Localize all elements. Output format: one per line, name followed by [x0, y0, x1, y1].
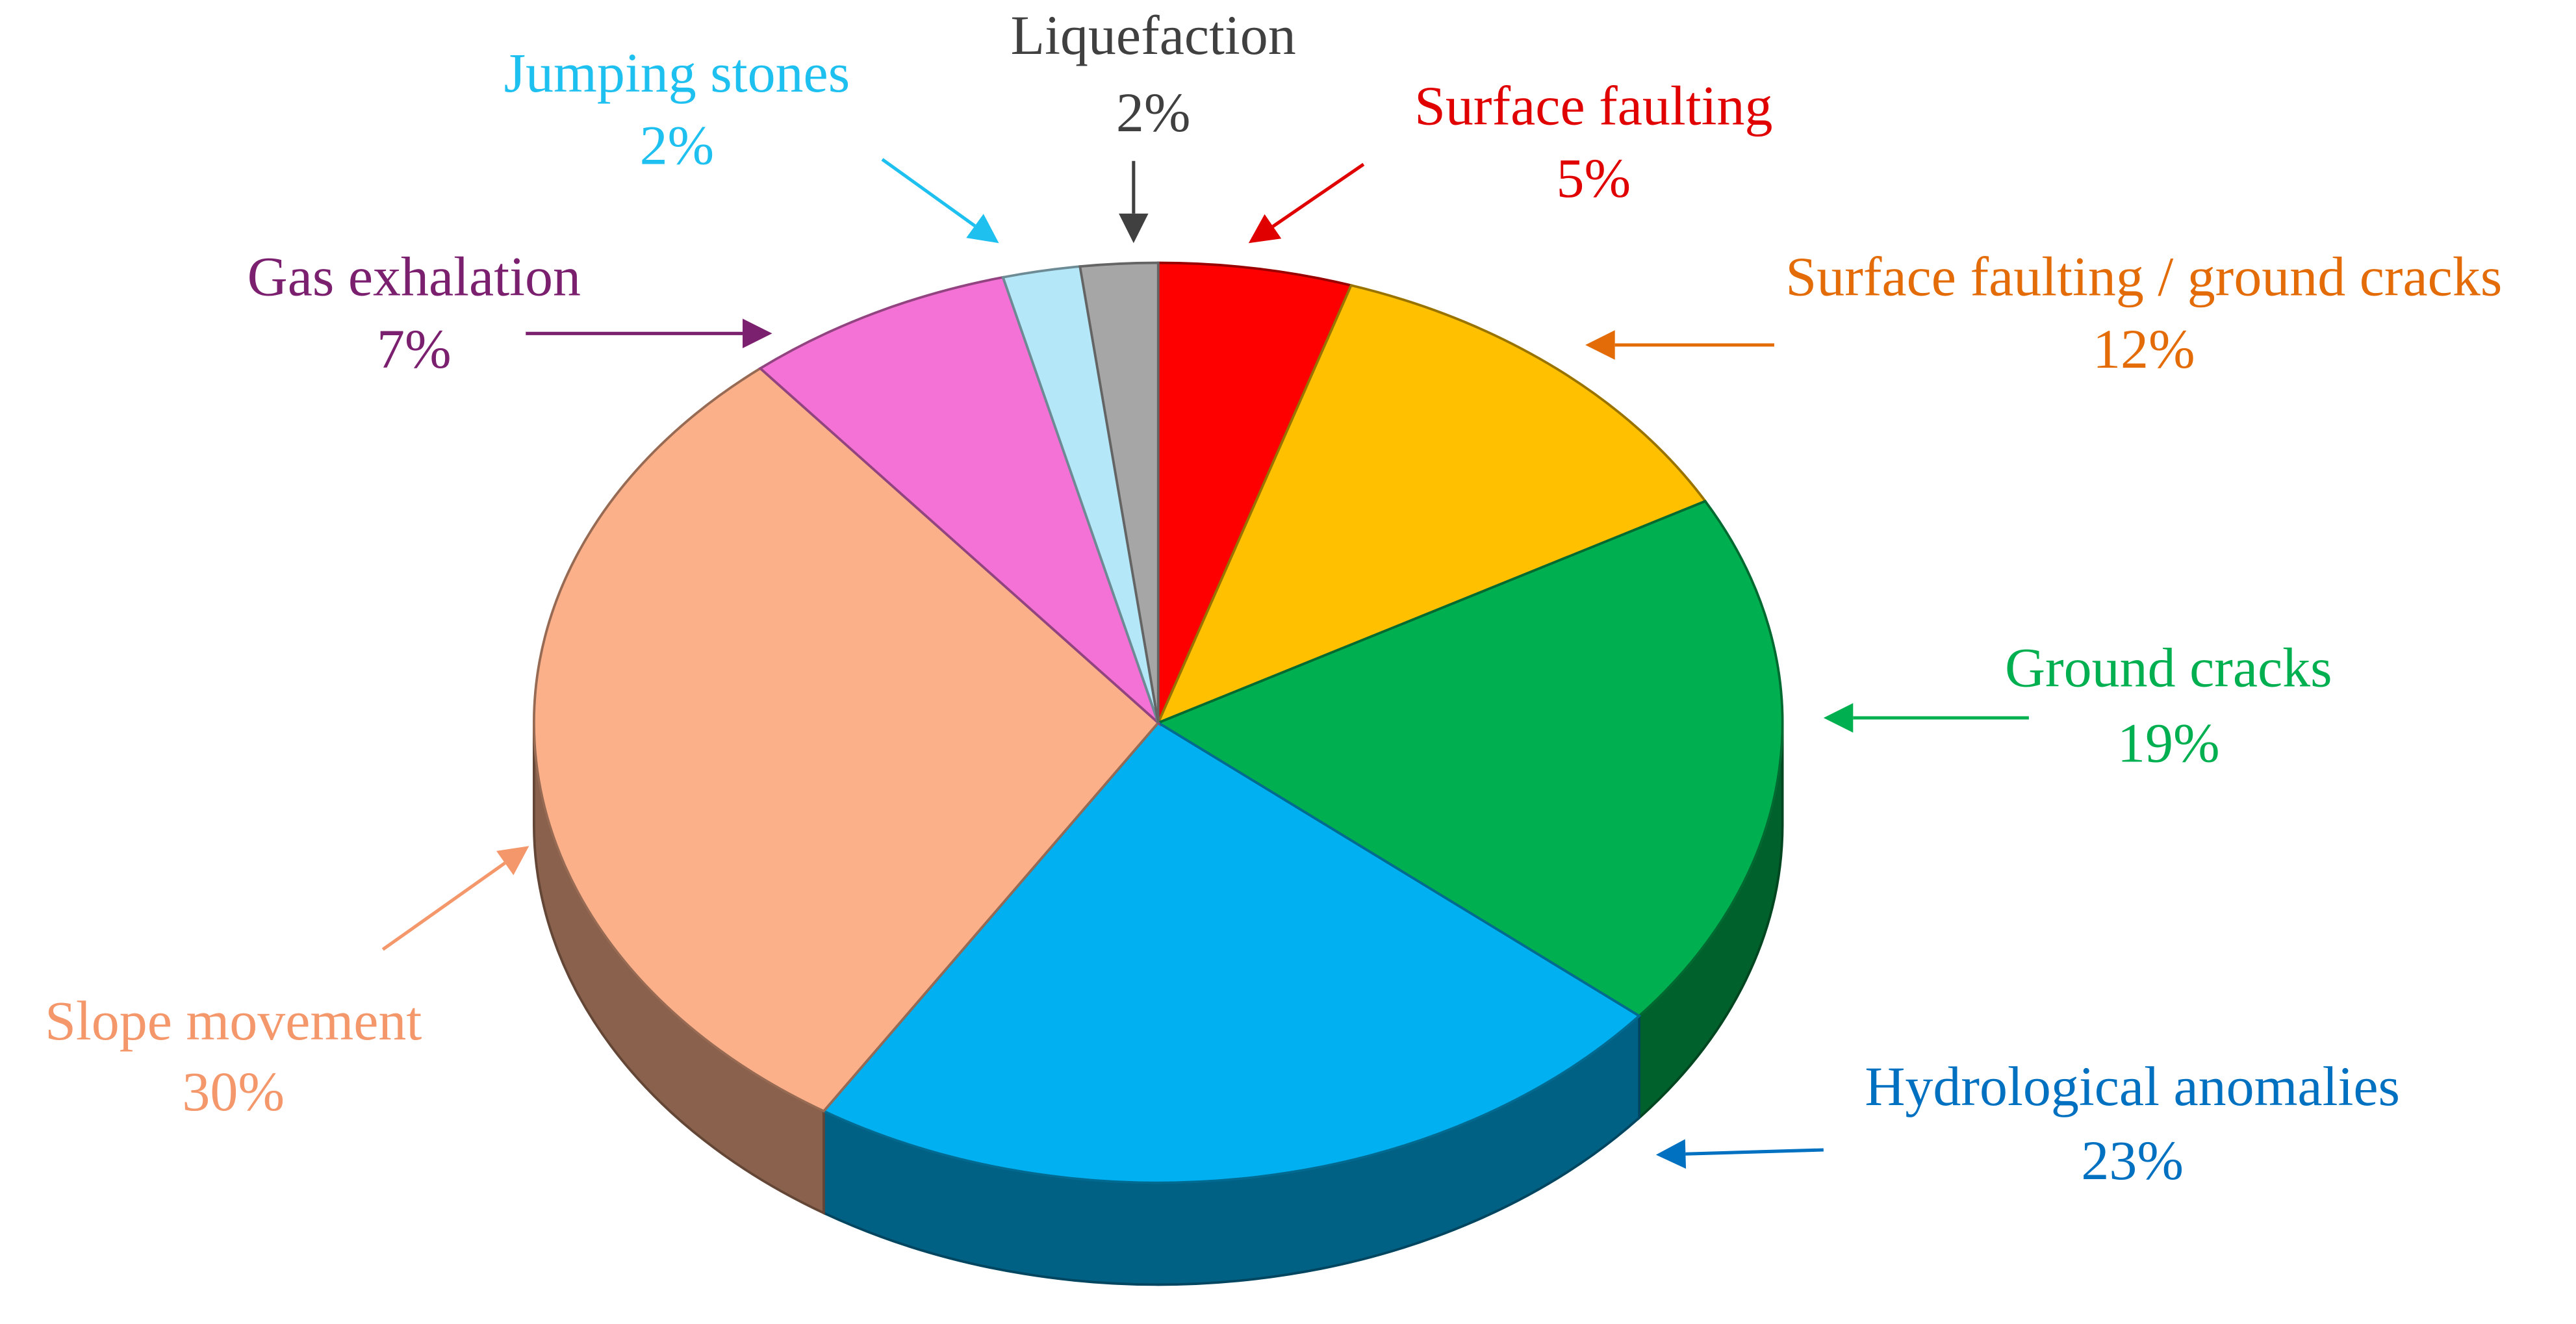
slice-label: Gas exhalation: [248, 246, 581, 308]
slice-value-label: 7%: [377, 318, 452, 380]
slice-value-label: 2%: [640, 114, 715, 176]
label-arrow: [1685, 1148, 1824, 1156]
label-arrow: [381, 861, 506, 951]
slice-label: Hydrological anomalies: [1865, 1055, 2400, 1117]
slice: [1156, 261, 1353, 724]
slice-label: Jumping stones: [504, 42, 850, 104]
arrow-head: [966, 214, 999, 244]
slice: [758, 275, 1161, 727]
slice: [1155, 500, 1784, 1018]
slice-value-label: 30%: [182, 1060, 285, 1123]
arrow-head: [496, 846, 529, 876]
slice: [821, 721, 1642, 1184]
label-arrow: [1271, 162, 1365, 228]
arrow-head: [1655, 1139, 1687, 1169]
slice-value-label: 12%: [2093, 318, 2195, 380]
arrow-head: [1119, 213, 1149, 244]
slice: [533, 366, 1160, 1113]
slice-value-label: 5%: [1557, 147, 1631, 209]
label-arrow: [881, 158, 976, 227]
arrow-head: [1248, 214, 1282, 244]
arrow-head: [743, 318, 772, 349]
slice-label: Ground cracks: [2005, 636, 2332, 698]
slice-label: Slope movement: [45, 989, 422, 1052]
slice-label: Surface faulting: [1414, 75, 1772, 137]
arrow-head: [1823, 703, 1854, 733]
slice-value-label: 2%: [1116, 81, 1191, 144]
slice: [1156, 284, 1707, 726]
slice-value-label: 19%: [2117, 712, 2220, 774]
slice-value-label: 23%: [2081, 1129, 2184, 1191]
arrow-head: [1585, 330, 1615, 360]
slice: [1078, 261, 1160, 723]
slice-label: Liquefaction: [1011, 4, 1296, 66]
slice-label: Surface faulting / ground cracks: [1785, 246, 2502, 308]
